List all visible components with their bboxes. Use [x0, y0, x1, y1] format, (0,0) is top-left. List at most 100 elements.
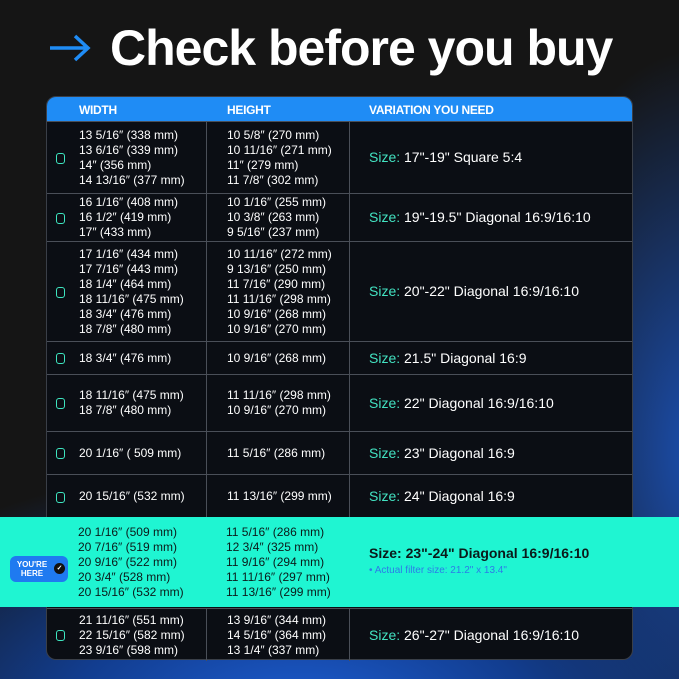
height-value: 11 5/16″ (286 mm) [227, 445, 326, 460]
divider [349, 432, 350, 474]
size-label: Size: [369, 488, 401, 504]
size-text: Size: 23"-24" Diagonal 16:9/16:10 [369, 545, 590, 561]
height-cell: 11 5/16″ (286 mm) 12 3/4″ (325 mm) 11 9/16… [226, 517, 331, 607]
width-value: 16 1/2″ (419 mm) [79, 210, 172, 224]
width-value: 13 5/16″ (338 mm) [79, 127, 178, 142]
width-value: 17″ (433 mm) [79, 225, 152, 239]
height-value: 10 9/16″ (268 mm) [227, 306, 326, 321]
divider [206, 342, 207, 374]
width-value: 20 1/16″ ( 509 mm) [79, 445, 182, 460]
divider [206, 122, 207, 193]
height-value: 11 11/16″ (298 mm) [227, 388, 331, 402]
width-value: 18 7/8″ (480 mm) [79, 321, 172, 336]
height-value: 11 11/16″ (298 mm) [227, 291, 331, 306]
table-row[interactable]: 13 5/16″ (338 mm) 13 6/16″ (339 mm) 14″ (3… [47, 121, 632, 193]
height-value: 9 13/16″ (250 mm) [227, 261, 326, 276]
divider [349, 375, 350, 431]
width-value: 17 1/16″ (434 mm) [79, 246, 178, 261]
height-value: 11″ (279 mm) [227, 157, 299, 172]
size-value: 23" Diagonal 16:9 [404, 444, 515, 461]
variation-cell: Size: 21.5" Diagonal 16:9 [369, 342, 527, 374]
width-value: 20 9/16″ (522 mm) [78, 554, 177, 569]
table-row[interactable]: 16 1/16″ (408 mm) 16 1/2″ (419 mm) 17″ (43… [47, 193, 632, 241]
width-value: 18 11/16″ (475 mm) [79, 291, 184, 306]
checkbox-icon[interactable] [56, 630, 65, 641]
height-value: 10 1/16″ (255 mm) [227, 195, 326, 209]
width-value: 18 3/4″ (476 mm) [79, 306, 172, 321]
width-cell: 20 15/16″ (532 mm) [79, 475, 185, 518]
divider [349, 475, 350, 518]
width-cell: 18 3/4″ (476 mm) [79, 342, 171, 374]
divider [349, 194, 350, 241]
size-label: Size: [369, 149, 401, 165]
height-value: 13 1/4″ (337 mm) [227, 642, 320, 657]
height-value: 10 3/8″ (263 mm) [227, 210, 320, 224]
height-value: 9 5/16″ (237 mm) [227, 225, 320, 239]
page-title-block: Check before you buy [48, 18, 613, 78]
table-row[interactable]: 18 11/16″ (475 mm) 18 7/8″ (480 mm) 11 11/… [47, 374, 632, 431]
divider [349, 122, 350, 193]
width-value: 18 1/4″ (464 mm) [79, 276, 172, 291]
divider [206, 375, 207, 431]
height-cell: 11 13/16″ (299 mm) [227, 475, 332, 518]
variation-cell: Size: 20"-22" Diagonal 16:9/16:10 [369, 242, 579, 341]
height-value: 11 13/16″ (299 mm) [227, 489, 332, 503]
width-cell: 13 5/16″ (338 mm) 13 6/16″ (339 mm) 14″ (3… [79, 122, 185, 193]
width-value: 18 7/8″ (480 mm) [79, 403, 172, 417]
size-label: Size: [369, 349, 401, 366]
table-row[interactable]: 17 1/16″ (434 mm) 17 7/16″ (443 mm) 18 1/4… [47, 241, 632, 341]
height-value: 10 11/16″ (271 mm) [227, 142, 332, 157]
height-value: 11 7/8″ (302 mm) [227, 172, 319, 187]
width-value: 20 15/16″ (532 mm) [78, 584, 184, 599]
height-value: 10 9/16″ (270 mm) [227, 403, 326, 417]
checkbox-icon[interactable] [56, 286, 65, 298]
variation-cell: Size: 23"-24" Diagonal 16:9/16:10 • Actu… [369, 517, 589, 607]
divider [206, 609, 207, 661]
checkbox-icon[interactable] [56, 448, 65, 459]
width-value: 21 11/16″ (551 mm) [79, 612, 184, 627]
checkbox-icon[interactable] [56, 353, 65, 364]
table-row[interactable]: 18 3/4″ (476 mm) 10 9/16″ (268 mm) Size: 2… [47, 341, 632, 374]
size-value: 17"-19" Square 5:4 [404, 149, 523, 165]
height-value: 10 9/16″ (268 mm) [227, 350, 326, 365]
width-value: 22 15/16″ (582 mm) [79, 627, 185, 642]
width-value: 18 11/16″ (475 mm) [79, 388, 184, 402]
size-value: 22" Diagonal 16:9/16:10 [404, 394, 554, 411]
width-cell: 20 1/16″ (509 mm) 20 7/16″ (519 mm) 20 9/1… [78, 517, 184, 607]
height-value: 10 11/16″ (272 mm) [227, 246, 332, 261]
height-value: 11 9/16″ (294 mm) [226, 554, 325, 569]
table-row[interactable]: 21 11/16″ (551 mm) 22 15/16″ (582 mm) 23 9… [47, 608, 632, 661]
height-cell: 10 11/16″ (272 mm) 9 13/16″ (250 mm) 11 7/… [227, 242, 332, 341]
size-value: 26"-27" Diagonal 16:9/16:10 [404, 626, 579, 643]
header-width: WIDTH [79, 103, 117, 117]
height-value: 11 7/16″ (290 mm) [227, 276, 326, 291]
width-value: 23 9/16″ (598 mm) [79, 642, 178, 657]
size-label: Size: [369, 394, 401, 411]
height-cell: 10 1/16″ (255 mm) 10 3/8″ (263 mm) 9 5/16″… [227, 194, 326, 241]
width-value: 14 13/16″ (377 mm) [79, 172, 185, 187]
variation-cell: Size: 23" Diagonal 16:9 [369, 432, 515, 474]
variation-cell: Size: 19"-19.5" Diagonal 16:9/16:10 [369, 194, 591, 241]
table-row-selected[interactable]: YOU'RE HERE ✓ 20 1/16″ (509 mm) 20 7/16″ (… [0, 517, 679, 607]
checkbox-icon[interactable] [56, 152, 65, 164]
height-value: 10 5/8″ (270 mm) [227, 127, 320, 142]
checkbox-icon[interactable] [56, 491, 65, 503]
width-value: 14″ (356 mm) [79, 157, 152, 172]
checkbox-icon[interactable] [56, 398, 65, 409]
height-cell: 10 9/16″ (268 mm) [227, 342, 326, 374]
height-cell: 11 11/16″ (298 mm) 10 9/16″ (270 mm) [227, 375, 331, 431]
table-row[interactable]: 20 1/16″ ( 509 mm) 11 5/16″ (286 mm) Size:… [47, 431, 632, 474]
table-row[interactable]: 20 15/16″ (532 mm) 11 13/16″ (299 mm) Size… [47, 474, 632, 518]
check-circle-icon: ✓ [54, 563, 65, 574]
size-value: 19"-19.5" Diagonal 16:9/16:10 [404, 209, 591, 225]
height-value: 12 3/4″ (325 mm) [226, 539, 319, 554]
height-value: 10 9/16″ (270 mm) [227, 321, 326, 336]
checkbox-icon[interactable] [56, 212, 65, 224]
divider [349, 609, 350, 661]
size-value: 21.5" Diagonal 16:9 [404, 349, 527, 366]
width-value: 20 1/16″ (509 mm) [78, 524, 177, 539]
divider [206, 475, 207, 518]
header-variation: VARIATION YOU NEED [369, 103, 494, 117]
size-label: Size: [369, 209, 401, 225]
width-value: 17 7/16″ (443 mm) [79, 261, 178, 276]
